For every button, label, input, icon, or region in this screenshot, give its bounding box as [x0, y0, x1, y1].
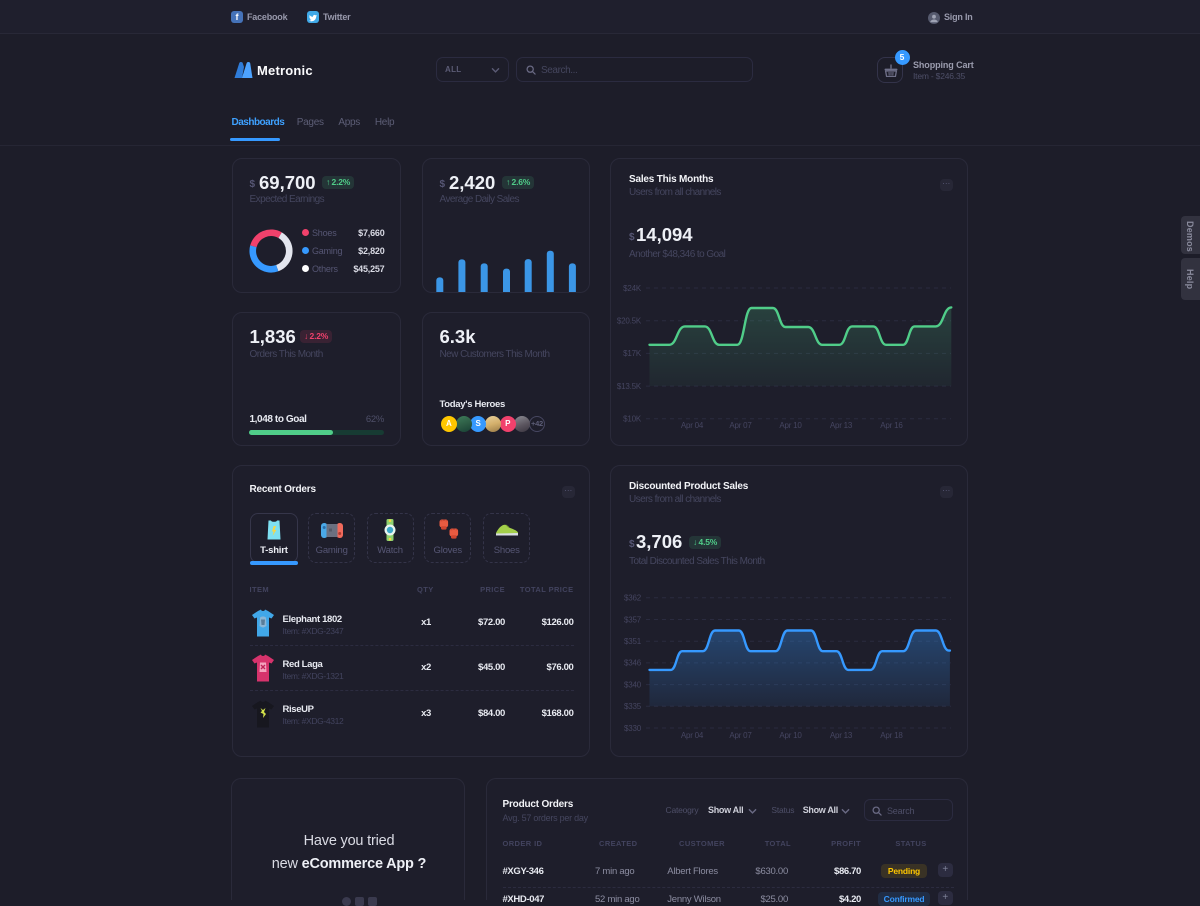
svg-text:Apr 13: Apr 13	[830, 421, 853, 430]
svg-text:$346: $346	[624, 659, 642, 668]
svg-text:$24K: $24K	[623, 284, 642, 293]
svg-text:$10K: $10K	[623, 415, 642, 424]
svg-text:Apr 07: Apr 07	[729, 731, 752, 740]
svg-text:$20.5K: $20.5K	[617, 317, 642, 326]
svg-text:$340: $340	[624, 680, 642, 689]
svg-text:$335: $335	[624, 702, 642, 711]
svg-text:$351: $351	[624, 637, 642, 646]
svg-text:Apr 16: Apr 16	[880, 421, 903, 430]
svg-text:$362: $362	[624, 594, 642, 603]
svg-text:Apr 07: Apr 07	[729, 421, 752, 430]
svg-text:Apr 10: Apr 10	[779, 731, 802, 740]
svg-text:$13.5K: $13.5K	[617, 382, 642, 391]
svg-text:$330: $330	[624, 724, 642, 733]
svg-text:Apr 18: Apr 18	[880, 731, 903, 740]
svg-text:Apr 13: Apr 13	[830, 731, 853, 740]
svg-text:Apr 04: Apr 04	[681, 421, 704, 430]
svg-text:$17K: $17K	[623, 349, 642, 358]
svg-text:Apr 04: Apr 04	[681, 731, 704, 740]
svg-text:Apr 10: Apr 10	[779, 421, 802, 430]
svg-text:$357: $357	[624, 615, 642, 624]
